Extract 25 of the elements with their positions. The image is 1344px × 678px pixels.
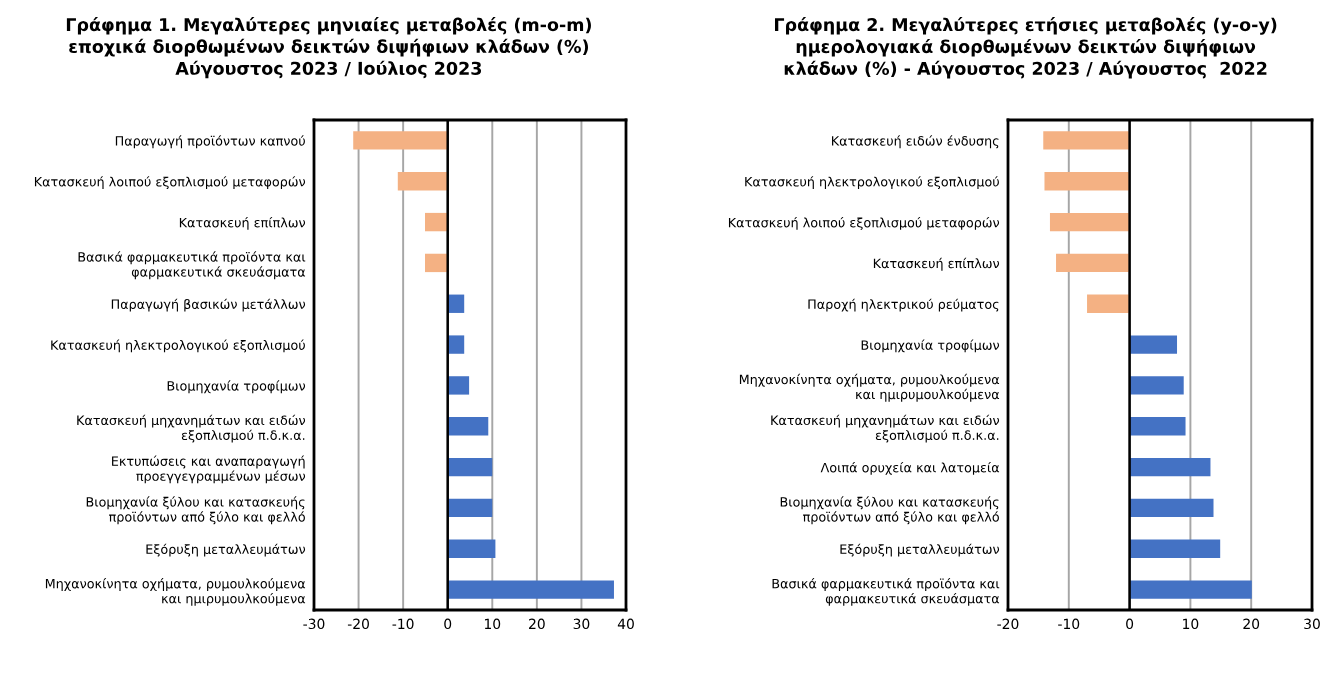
bar	[1129, 417, 1186, 436]
bar	[1044, 172, 1130, 191]
bar	[447, 376, 470, 395]
bar	[353, 131, 448, 150]
bar	[424, 253, 448, 273]
bar	[447, 335, 465, 354]
chart-title: Γράφημα 2. Μεγαλύτερες ετήσιες μεταβολές (y-o-y) ημερολογιακά διορθωμένων δεικτών διψήφιων κλάδων (%) - Αύγουστος 2023 / Αύγουστος 2022	[775, 16, 1277, 79]
bar	[1129, 580, 1252, 599]
bar	[1129, 335, 1178, 354]
bar	[1129, 498, 1214, 518]
bar	[447, 580, 614, 599]
bar	[1129, 376, 1184, 395]
bar	[1049, 212, 1130, 232]
bar	[424, 212, 448, 232]
bar	[1087, 294, 1130, 313]
bar	[447, 498, 493, 518]
bar	[1129, 457, 1211, 477]
bar	[1056, 253, 1130, 273]
chart-title: Γράφημα 1. Μεγαλύτερες μηνιαίες μεταβολές (m-o-m) εποχικά διορθωμένων δεικτών διψήφιων κλάδων (%) Αύγουστος 2023 / Ιούλιος 2023	[66, 16, 591, 79]
bar	[447, 539, 496, 558]
bar	[1129, 539, 1221, 558]
bar	[397, 172, 448, 191]
bar	[1043, 131, 1130, 150]
bar	[447, 457, 493, 477]
bar	[447, 417, 489, 436]
